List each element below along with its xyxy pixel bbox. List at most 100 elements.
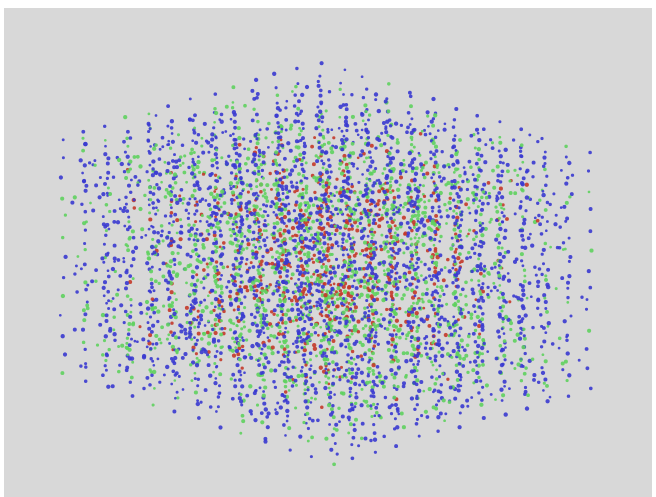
cloud-point: [423, 200, 427, 204]
cloud-point: [285, 274, 289, 278]
cloud-point: [185, 312, 189, 317]
cloud-point: [128, 380, 132, 384]
cloud-point: [566, 295, 570, 300]
cloud-point: [434, 260, 439, 265]
cloud-point: [177, 336, 181, 340]
cloud-point: [353, 375, 358, 380]
cloud-point: [119, 303, 124, 308]
cloud-point: [278, 149, 282, 153]
cloud-point: [351, 317, 356, 322]
cloud-point: [567, 160, 572, 166]
cloud-point: [156, 239, 161, 244]
cloud-point: [341, 277, 345, 282]
cloud-point: [235, 243, 240, 248]
cloud-point: [311, 203, 316, 207]
cloud-point: [504, 346, 507, 349]
cloud-point: [225, 285, 229, 289]
cloud-point: [196, 399, 200, 402]
cloud-point: [481, 415, 486, 421]
cloud-point: [252, 208, 257, 213]
cloud-point: [541, 262, 546, 266]
cloud-point: [421, 165, 425, 170]
cloud-point: [174, 165, 180, 170]
cloud-point: [198, 199, 202, 203]
cloud-point: [261, 316, 267, 321]
cloud-point: [473, 310, 477, 314]
cloud-point: [379, 247, 384, 252]
cloud-point: [172, 311, 177, 317]
cloud-point: [490, 141, 495, 145]
cloud-point: [348, 151, 352, 155]
cloud-point: [213, 106, 217, 111]
cloud-point: [350, 275, 354, 279]
cloud-point: [479, 153, 484, 158]
cloud-point: [394, 264, 399, 268]
cloud-point: [151, 159, 156, 164]
cloud-point: [429, 150, 433, 154]
cloud-point: [344, 107, 349, 112]
cloud-point: [458, 223, 462, 228]
cloud-point: [275, 238, 280, 243]
cloud-point: [473, 242, 478, 247]
cloud-point: [235, 324, 239, 327]
cloud-point: [479, 212, 483, 217]
cloud-point: [353, 324, 357, 328]
cloud-point: [291, 319, 295, 323]
cloud-point: [318, 74, 322, 78]
cloud-point: [103, 334, 108, 339]
cloud-point: [525, 296, 529, 300]
cloud-point: [214, 211, 219, 217]
cloud-point: [211, 223, 215, 227]
cloud-point: [499, 363, 504, 368]
cloud-point: [448, 191, 453, 196]
cloud-point: [172, 172, 178, 177]
cloud-point: [278, 212, 282, 216]
cloud-point: [438, 222, 441, 226]
cloud-point: [335, 333, 339, 337]
cloud-point: [274, 131, 278, 135]
cloud-point: [471, 331, 476, 336]
cloud-point: [535, 218, 540, 223]
cloud-point: [368, 188, 372, 192]
cloud-point: [303, 259, 309, 265]
cloud-point: [336, 244, 340, 248]
cloud-point: [269, 333, 273, 338]
cloud-point: [297, 297, 301, 300]
cloud-point: [389, 360, 393, 364]
cloud-point: [312, 369, 317, 374]
cloud-point: [412, 178, 417, 183]
cloud-point: [196, 309, 200, 313]
cloud-point: [313, 331, 318, 335]
cloud-point: [301, 267, 306, 272]
cloud-point: [497, 264, 501, 267]
cloud-point: [442, 164, 447, 169]
cloud-point: [344, 201, 348, 206]
cloud-point: [295, 225, 299, 229]
cloud-point: [240, 384, 245, 389]
cloud-point: [415, 276, 420, 280]
cloud-point: [172, 331, 177, 335]
cloud-point: [338, 161, 343, 166]
cloud-point: [330, 128, 334, 132]
cloud-point: [294, 250, 299, 255]
cloud-point: [342, 134, 346, 138]
cloud-point: [484, 143, 488, 147]
cloud-point: [442, 127, 447, 132]
cloud-point: [150, 297, 155, 301]
cloud-point: [344, 300, 347, 304]
cloud-point: [331, 212, 335, 216]
cloud-point: [365, 130, 370, 135]
cloud-point: [521, 160, 525, 164]
cloud-point: [129, 304, 133, 307]
cloud-point: [470, 278, 474, 282]
cloud-point: [473, 184, 478, 189]
cloud-point: [260, 168, 265, 173]
cloud-point: [82, 178, 87, 183]
cloud-point: [498, 306, 502, 310]
cloud-point: [440, 353, 445, 359]
cloud-point: [276, 263, 281, 268]
cloud-point: [522, 334, 526, 338]
cloud-point: [285, 269, 290, 273]
cloud-point: [497, 335, 502, 339]
cloud-point: [112, 315, 116, 319]
